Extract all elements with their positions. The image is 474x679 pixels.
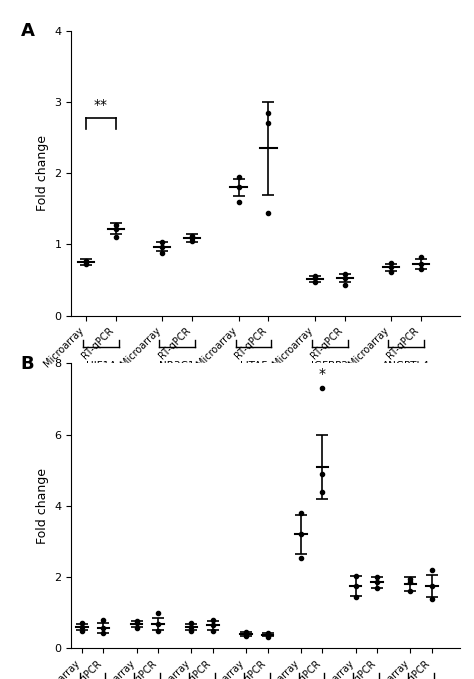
Text: IGFBP2: IGFBP2 [311,361,348,371]
Y-axis label: Fold change: Fold change [36,135,49,211]
Text: HIF1A: HIF1A [86,361,116,371]
Text: **: ** [94,98,108,112]
Y-axis label: Fold change: Fold change [36,468,49,544]
Text: MR_LD-liver: MR_LD-liver [108,399,170,409]
Text: *: * [319,367,326,381]
Text: MR_HD-liver: MR_HD-liver [298,399,362,409]
Text: B: B [20,354,34,373]
Text: LITAF: LITAF [240,361,267,371]
Text: ANGPTL4: ANGPTL4 [382,361,430,371]
Text: NR3C1: NR3C1 [159,361,195,371]
Text: A: A [20,22,35,40]
